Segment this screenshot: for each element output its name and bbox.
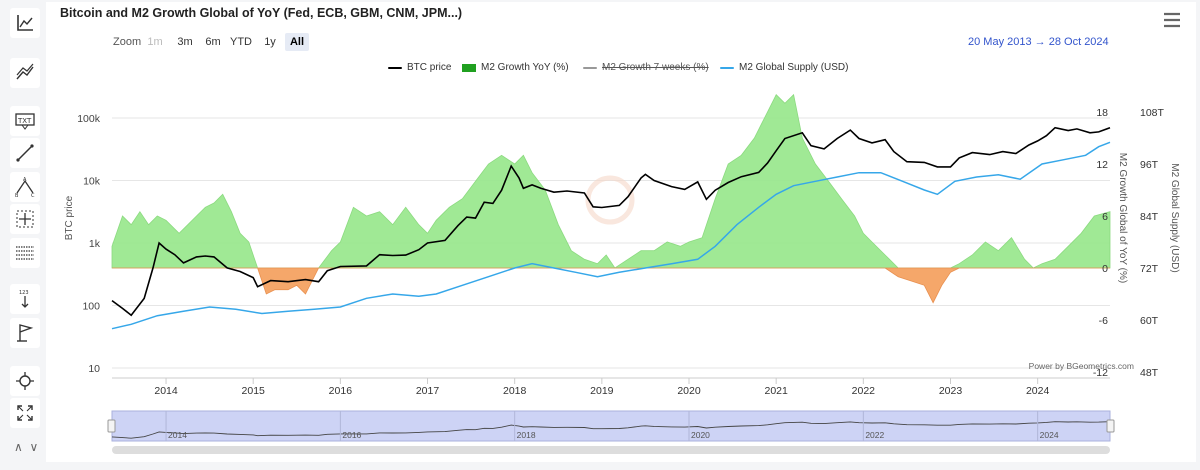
text-annotation-icon[interactable]: TXT	[10, 106, 40, 136]
x-axis-tick-label: 2020	[677, 385, 701, 397]
navigator-tick-label: 2024	[1040, 430, 1059, 440]
legend-symbol	[720, 66, 734, 69]
supply-axis-tick-label: 84T	[1140, 211, 1159, 223]
date-from[interactable]: 20 May 2013	[968, 36, 1032, 48]
navigator-tick-label: 2014	[168, 430, 187, 440]
x-axis-tick-label: 2019	[590, 385, 614, 397]
x-axis-tick-label: 2023	[939, 385, 963, 397]
btc-axis-tick-label: 10	[88, 363, 100, 375]
yoy-axis-tick-label: 12	[1096, 159, 1108, 171]
navigator-left-handle[interactable]	[107, 419, 116, 433]
svg-text:123: 123	[19, 290, 29, 296]
zoom-button-all[interactable]: All	[285, 33, 309, 51]
x-axis-tick-label: 2017	[416, 385, 440, 397]
svg-text:TXT: TXT	[17, 117, 32, 125]
btc-axis-tick-label: 1k	[89, 238, 101, 250]
date-to[interactable]: 28 Oct 2024	[1048, 36, 1109, 48]
line-tool-icon[interactable]	[10, 138, 40, 168]
svg-text:A: A	[23, 177, 27, 183]
m2-yoy-positive-area	[111, 93, 1111, 269]
date-range[interactable]: 20 May 2013 → 28 Oct 2024	[968, 36, 1109, 48]
navigator-series-line	[111, 421, 1111, 439]
toolbar-scroll-arrows[interactable]: ∧ ∨	[14, 440, 38, 454]
yoy-axis-tick-label: 6	[1102, 211, 1108, 223]
legend-label: M2 Global Supply (USD)	[739, 62, 849, 73]
legend-label: M2 Growth YoY (%)	[481, 62, 569, 73]
supply-axis-title: M2 Global Supply (USD)	[1169, 163, 1180, 272]
x-axis-tick-label: 2015	[242, 385, 266, 397]
zoom-button-ytd[interactable]: YTD	[230, 36, 252, 48]
crosshair-icon[interactable]	[10, 204, 40, 234]
yoy-axis-tick-label: 18	[1096, 107, 1108, 119]
legend-item[interactable]: M2 Growth 7 weeks (%)	[583, 62, 709, 73]
m2-supply-line	[111, 141, 1111, 330]
chevron-up-icon[interactable]: ∧	[14, 440, 23, 454]
legend-label: M2 Growth 7 weeks (%)	[602, 62, 709, 73]
btc-axis-tick-label: 100k	[77, 113, 101, 125]
supply-axis-tick-label: 96T	[1140, 159, 1159, 171]
legend-label: BTC price	[407, 62, 452, 73]
zoom-button-1m[interactable]: 1m	[147, 36, 163, 48]
x-axis-tick-label: 2021	[764, 385, 788, 397]
supply-axis-tick-label: 60T	[1140, 315, 1159, 327]
zoom-button-6m[interactable]: 6m	[205, 36, 221, 48]
yoy-axis-tick-label: 0	[1102, 263, 1108, 275]
navigator-tick-label: 2018	[517, 430, 536, 440]
navigator-tick-label: 2020	[691, 430, 710, 440]
navigator-tick-label: 2016	[342, 430, 361, 440]
chevron-down-icon[interactable]: ∨	[29, 440, 39, 454]
navigator-tick-label: 2022	[865, 430, 884, 440]
fullscreen-icon[interactable]	[10, 398, 40, 428]
legend-item[interactable]: M2 Global Supply (USD)	[720, 62, 848, 73]
legend-symbol	[388, 66, 402, 69]
yoy-axis-title: M2 Growth Global of YoY (%)	[1117, 153, 1128, 283]
btc-axis-title: BTC price	[64, 195, 75, 240]
date-arrow: →	[1034, 36, 1046, 48]
navigator-right-handle[interactable]	[1106, 419, 1115, 433]
svg-text:B: B	[15, 193, 19, 198]
x-axis-tick-label: 2024	[1026, 385, 1050, 397]
hamburger-menu-icon[interactable]	[1162, 10, 1182, 30]
supply-axis-tick-label: 108T	[1140, 107, 1165, 119]
svg-text:C: C	[31, 193, 35, 198]
toolbar: TXT A B C 123 ∧ ∨	[0, 0, 46, 470]
credit-text: Power by BGeometrics.com	[1029, 361, 1134, 371]
x-axis-tick-label: 2022	[852, 385, 876, 397]
zoom-button-3m[interactable]: 3m	[177, 36, 193, 48]
x-axis-tick-label: 2014	[154, 385, 178, 397]
pattern-icon[interactable]: A B C	[10, 172, 40, 202]
m2-yoy-negative-area	[112, 267, 1110, 304]
x-axis-tick-label: 2016	[329, 385, 353, 397]
table-icon[interactable]	[10, 238, 40, 268]
chart-title: Bitcoin and M2 Growth Global of YoY (Fed…	[60, 6, 463, 20]
legend-symbol	[583, 66, 597, 69]
measure-icon[interactable]: 123	[10, 284, 40, 314]
btc-axis-tick-label: 10k	[83, 176, 101, 188]
btc-price-line	[111, 126, 1111, 317]
legend-item[interactable]: BTC price	[388, 62, 451, 73]
yoy-axis-tick-label: -6	[1099, 315, 1108, 327]
navigator-scrollbar[interactable]	[112, 446, 1110, 454]
legend-item[interactable]: M2 Growth YoY (%)	[462, 62, 569, 73]
zoom-button-1y[interactable]: 1y	[264, 36, 276, 48]
x-axis-tick-label: 2018	[503, 385, 527, 397]
btc-axis-tick-label: 100	[82, 301, 100, 313]
indicators-icon[interactable]	[10, 58, 40, 88]
flag-icon[interactable]	[10, 318, 40, 348]
navigator-window[interactable]	[111, 410, 1111, 442]
supply-axis-tick-label: 48T	[1140, 367, 1159, 379]
chart-type-icon[interactable]	[10, 8, 40, 38]
zoom-label: Zoom	[113, 36, 142, 48]
supply-axis-tick-label: 72T	[1140, 263, 1159, 275]
yoy-axis-tick-label: -12	[1093, 367, 1108, 379]
legend-symbol	[462, 63, 476, 72]
zoom-in-icon[interactable]	[10, 366, 40, 396]
